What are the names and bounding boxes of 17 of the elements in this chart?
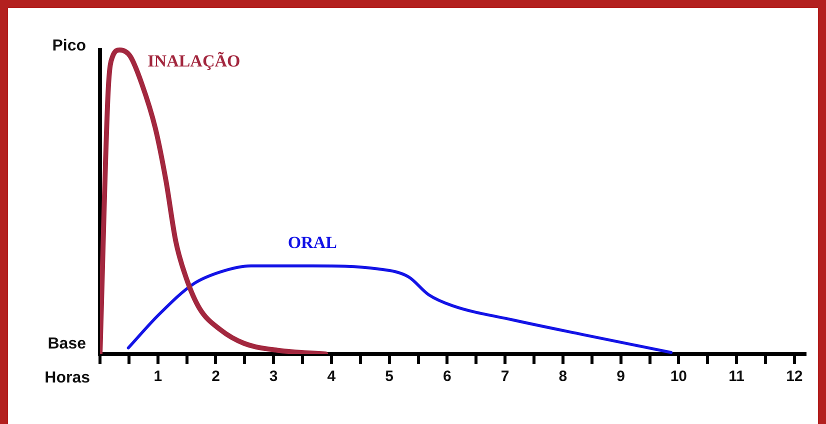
series-label: INALAÇÃO <box>148 51 240 70</box>
x-tick-label: 7 <box>500 368 510 386</box>
x-tick-label: 12 <box>786 368 803 386</box>
x-tick-label: 2 <box>212 368 220 386</box>
x-tick-label: 8 <box>558 368 568 386</box>
text: Base <box>48 335 86 352</box>
x-tick-label: 5 <box>385 368 394 386</box>
x-tick-label: 10 <box>670 368 688 386</box>
x-tick-label: 3 <box>269 368 278 386</box>
x-tick-label: 11 <box>728 368 744 386</box>
text: Pico <box>52 37 86 54</box>
x-tick-label: 1 <box>154 368 162 386</box>
x-axis-title: Horas <box>44 369 90 386</box>
x-tick-label: 4 <box>327 368 336 386</box>
x-tick-label: 6 <box>443 368 452 386</box>
x-tick-label: 9 <box>616 368 625 386</box>
series-label: ORAL <box>288 233 337 252</box>
